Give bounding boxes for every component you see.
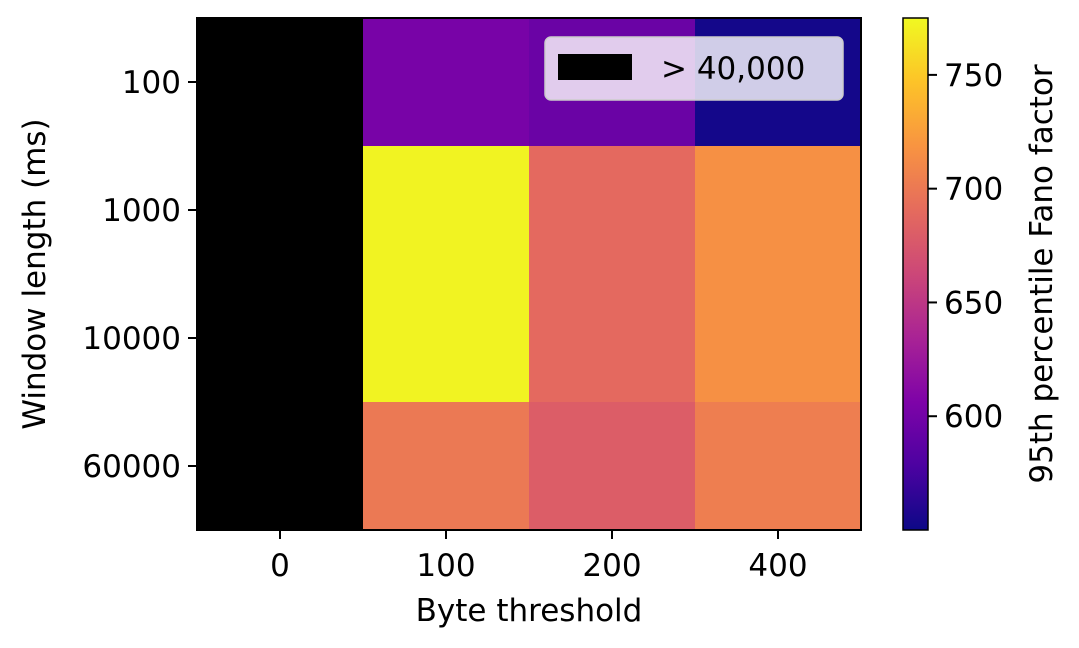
heatmap-cell: [363, 146, 530, 275]
x-tick-label: 0: [270, 548, 290, 584]
colorbar-tick-label: 700: [944, 172, 1003, 208]
heatmap-cell: [529, 402, 696, 531]
heatmap-cell: [363, 18, 530, 147]
colorbar: 600 650 700 750 95th percentile Fano factor: [902, 17, 1060, 531]
heatmap-cell: [197, 402, 364, 531]
y-tick-label: 60000: [82, 449, 181, 485]
y-axis: 100 1000 10000 60000: [82, 65, 197, 485]
heatmap-cell: [695, 402, 862, 531]
x-tick-label: 100: [416, 548, 475, 584]
y-tick-label: 100: [122, 65, 181, 101]
heatmap-cell: [529, 274, 696, 403]
x-axis-label: Byte threshold: [416, 593, 643, 629]
heatmap-cell: [363, 274, 530, 403]
y-tick-label: 10000: [82, 321, 181, 357]
colorbar-tick-label: 750: [944, 58, 1003, 94]
y-tick-label: 1000: [102, 193, 181, 229]
heatmap-cell: [529, 146, 696, 275]
heatmap-cell: [197, 18, 364, 147]
heatmap-cell: [695, 146, 862, 275]
heatmap-cell: [197, 274, 364, 403]
legend: > 40,000: [544, 36, 844, 101]
heatmap-cell: [363, 402, 530, 531]
colorbar-tick-label: 650: [944, 285, 1003, 321]
x-tick-label: 200: [582, 548, 641, 584]
x-axis: 0 100 200 400: [270, 530, 808, 584]
colorbar-ticks: 600 650 700 750: [928, 58, 1003, 435]
y-axis-label: Window length (ms): [17, 118, 53, 429]
legend-box: [544, 36, 844, 101]
heatmap-cell: [197, 146, 364, 275]
x-tick-label: 400: [748, 548, 807, 584]
colorbar-label: 95th percentile Fano factor: [1024, 64, 1060, 484]
plot-frame: [196, 17, 862, 531]
colorbar-gradient: [902, 17, 929, 531]
legend-label: > 40,000: [661, 51, 805, 87]
legend-swatch: [558, 54, 632, 80]
heatmap-cell: [695, 274, 862, 403]
colorbar-tick-label: 600: [944, 399, 1003, 435]
